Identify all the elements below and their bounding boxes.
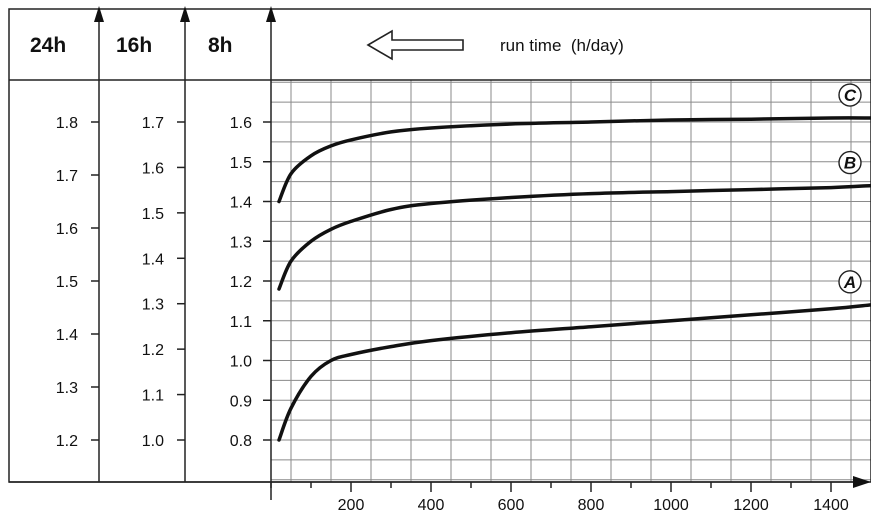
axis-24h-arrow-icon [94,6,104,22]
y-tick-label-16h: 1.3 [142,297,164,314]
y-tick-label-16h: 1.5 [142,206,164,223]
run-time-label: run time (h/day) [500,36,624,55]
y-tick-label-8h: 1.3 [230,234,252,251]
curve-label-a: A [843,273,856,292]
y-tick-label-24h: 1.2 [56,433,78,450]
y-tick-label-24h: 1.3 [56,380,78,397]
y-tick-label-8h: 1.0 [230,354,252,371]
y-tick-label-24h: 1.6 [56,221,78,238]
axis-16h-arrow-icon [180,6,190,22]
y-axis-ticks: 1.8 1.7 1.6 1.5 1.4 1.3 1.2 1.7 1.6 1.5 1.4 1.3 1.2 1… [56,115,271,450]
y-tick-label-8h: 0.9 [230,393,252,410]
x-tick-label: 1000 [653,497,689,514]
grid [271,80,871,482]
curve-b [277,183,871,291]
y-tick-label-8h: 0.8 [230,433,252,450]
y-tick-label-24h: 1.8 [56,115,78,132]
x-tick-label: 1400 [813,497,849,514]
y-tick-label-8h: 1.6 [230,115,252,132]
y-tick-label-16h: 1.6 [142,160,164,177]
y-tick-label-16h: 1.1 [142,388,164,405]
curve-label-circle-a [838,270,862,294]
y-tick-label-24h: 1.5 [56,274,78,291]
curve-a [277,303,871,442]
curve-c [277,116,871,204]
y-tick-label-24h: 1.4 [56,327,78,344]
y-tick-label-8h: 1.1 [230,314,252,331]
y-tick-label-16h: 1.4 [142,251,164,268]
x-tick-label: 1200 [733,497,769,514]
x-tick-label: 200 [338,497,365,514]
x-tick-label: 600 [498,497,525,514]
curve-label-circle-c [838,83,862,107]
y-tick-label-8h: 1.4 [230,195,252,212]
header-col-8h: 8h [208,34,233,57]
curves: C B A [277,83,871,442]
y-tick-label-16h: 1.7 [142,115,164,132]
y-tick-label-24h: 1.7 [56,168,78,185]
x-tick-label: 800 [578,497,605,514]
y-tick-label-16h: 1.0 [142,433,164,450]
y-tick-label-8h: 1.5 [230,155,252,172]
curve-label-b: B [844,154,856,173]
y-tick-label-8h: 1.2 [230,274,252,291]
header-col-16h: 16h [116,34,152,57]
header-col-24h: 24h [30,34,66,57]
y-tick-label-16h: 1.2 [142,342,164,359]
x-tick-label: 400 [418,497,445,514]
curve-label-circle-b [838,150,862,175]
left-arrow-icon [366,29,464,61]
curve-label-c: C [844,86,857,105]
x-axis-arrow-icon [853,476,871,488]
axis-8h-arrow-icon [266,6,276,22]
x-axis-ticks: 200 400 600 800 1000 1200 1400 [270,482,849,514]
